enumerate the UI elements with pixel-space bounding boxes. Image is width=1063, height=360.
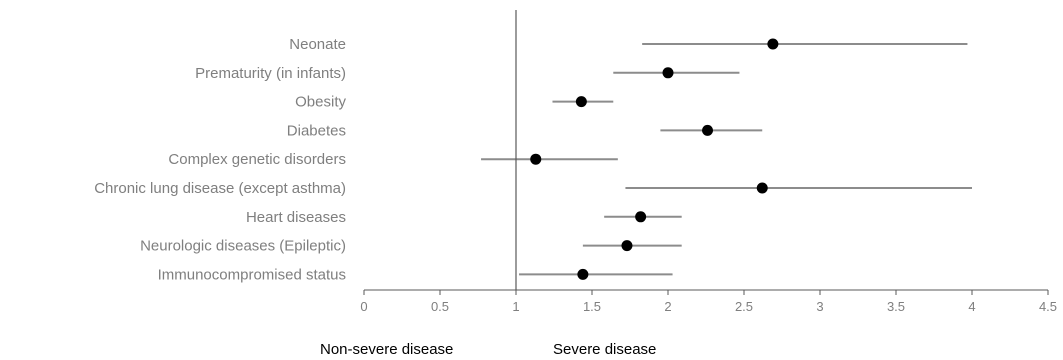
estimate-point: [702, 124, 714, 136]
category-label: Neurologic diseases (Epileptic): [140, 238, 346, 255]
estimate-point: [530, 153, 542, 165]
non-severe-disease-label: Non-severe disease: [320, 341, 453, 358]
estimate-point: [621, 240, 633, 252]
forest-row: Chronic lung disease (except asthma): [94, 180, 972, 197]
x-tick-label: 3.5: [887, 299, 905, 314]
x-tick-label: 4: [968, 299, 975, 314]
x-tick-label: 1: [512, 299, 519, 314]
plot-rows: Neonate Prematurity (in infants) Obesity Di…: [94, 36, 972, 283]
severe-disease-label: Severe disease: [553, 341, 656, 358]
category-label: Obesity: [295, 94, 346, 111]
estimate-point: [575, 96, 587, 108]
x-tick-label: 3: [816, 299, 823, 314]
x-tick-label: 1.5: [583, 299, 601, 314]
forest-row: Prematurity (in infants): [195, 65, 740, 82]
category-label: Complex genetic disorders: [168, 151, 346, 168]
x-tick-label: 2: [664, 299, 671, 314]
x-tick-label: 2.5: [735, 299, 753, 314]
category-label: Heart diseases: [246, 209, 346, 226]
x-tick-label: 0.5: [431, 299, 449, 314]
forest-row: Obesity: [295, 94, 614, 111]
forest-row: Neonate: [289, 36, 968, 53]
forest-row: Immunocompromised status: [158, 266, 673, 283]
forest-row: Diabetes: [287, 122, 763, 139]
x-tick-label: 0: [360, 299, 367, 314]
category-label: Immunocompromised status: [158, 266, 346, 283]
estimate-point: [767, 38, 779, 50]
category-label: Neonate: [289, 36, 346, 53]
estimate-point: [662, 67, 674, 79]
category-label: Chronic lung disease (except asthma): [94, 180, 346, 197]
estimate-point: [635, 211, 647, 223]
forest-row: Complex genetic disorders: [168, 151, 618, 168]
estimate-point: [756, 182, 768, 194]
x-axis-ticks: 0 0.5 1 1.5 2 2.5 3 3.5 4 4.5: [360, 290, 1057, 314]
estimate-point: [577, 268, 589, 280]
forest-row: Heart diseases: [246, 209, 682, 226]
forest-row: Neurologic diseases (Epileptic): [140, 238, 682, 255]
category-label: Prematurity (in infants): [195, 65, 346, 82]
x-tick-label: 4.5: [1039, 299, 1057, 314]
category-label: Diabetes: [287, 122, 346, 139]
